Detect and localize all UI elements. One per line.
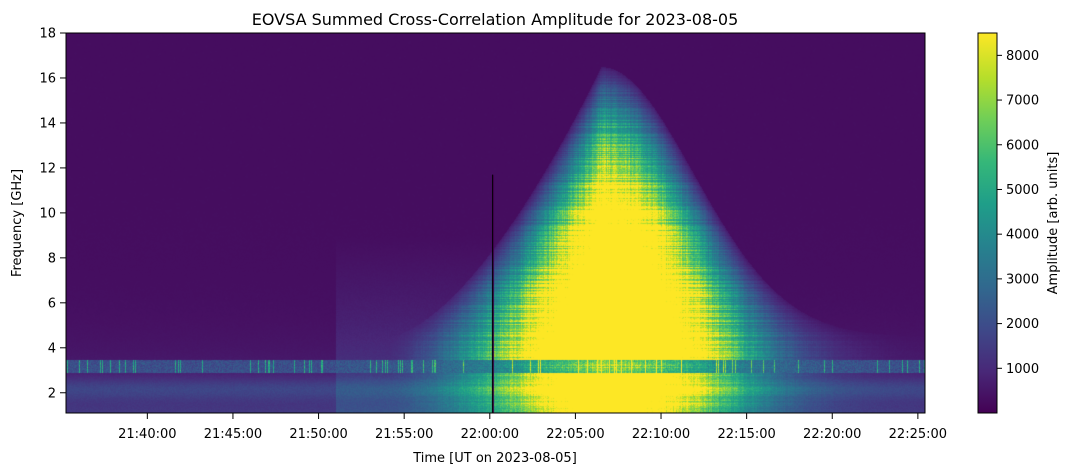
plot-frame	[65, 32, 926, 414]
y-tick-label: 4	[48, 341, 56, 356]
colorbar-tick-label: 8000	[1006, 49, 1039, 64]
colorbar-tick-label: 4000	[1006, 228, 1039, 243]
spectrogram-plot-area	[66, 33, 925, 413]
y-tick-label: 18	[39, 27, 56, 42]
y-axis-label: Frequency [GHz]	[10, 169, 25, 277]
y-axis-ticks: 2 4 6 8 10 12 14 16 18	[39, 27, 66, 401]
x-tick-label: 22:00:00	[461, 427, 519, 442]
x-tick-label: 22:10:00	[632, 427, 690, 442]
y-tick-label: 8	[48, 251, 56, 266]
colorbar	[977, 32, 998, 414]
y-tick-label: 2	[48, 386, 56, 401]
y-tick-label: 16	[39, 71, 56, 86]
colorbar-tick-label: 7000	[1006, 94, 1039, 109]
y-tick-label: 12	[39, 161, 56, 176]
chart-title: EOVSA Summed Cross-Correlation Amplitude…	[252, 10, 739, 29]
colorbar-tick-label: 3000	[1006, 272, 1039, 287]
y-tick-label: 6	[48, 296, 56, 311]
colorbar-ticks: 1000 2000 3000 4000 5000 6000 7000 8000	[997, 49, 1039, 377]
colorbar-tick-label: 5000	[1006, 183, 1039, 198]
y-tick-label: 14	[39, 116, 56, 131]
x-tick-label: 21:45:00	[204, 427, 262, 442]
x-tick-label: 21:55:00	[375, 427, 433, 442]
x-axis-ticks: 21:40:00 21:45:00 21:50:00 21:55:00 22:00:00…	[118, 413, 947, 442]
y-tick-label: 10	[39, 206, 56, 221]
x-tick-label: 22:20:00	[803, 427, 861, 442]
x-tick-label: 21:40:00	[118, 427, 176, 442]
colorbar-tick-label: 6000	[1006, 138, 1039, 153]
colorbar-label: Amplitude [arb. units]	[1046, 152, 1061, 295]
x-tick-label: 21:50:00	[289, 427, 347, 442]
x-tick-label: 22:15:00	[717, 427, 775, 442]
x-tick-label: 22:05:00	[546, 427, 604, 442]
heatmap-image	[66, 33, 925, 413]
colorbar-tick-label: 2000	[1006, 317, 1039, 332]
colorbar-tick-label: 1000	[1006, 362, 1039, 377]
x-tick-label: 22:25:00	[889, 427, 947, 442]
x-axis-label: Time [UT on 2023-08-05]	[412, 451, 577, 466]
